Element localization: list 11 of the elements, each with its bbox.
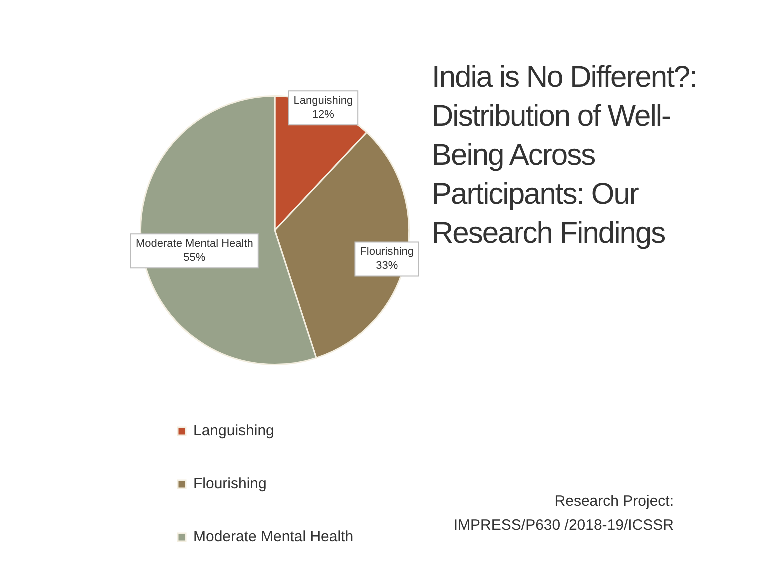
slice-label: Moderate Mental Health [136, 238, 254, 250]
data-label: 55% [184, 252, 206, 264]
legend-label: Languishing [194, 422, 274, 440]
slice-label: Flourishing [360, 246, 414, 258]
data-label: 33% [376, 260, 398, 272]
data-label: 12% [312, 109, 335, 122]
slice-label: Languishing [294, 95, 354, 108]
text: Research Project: IMPRESS/P630 /2018-19/ICSSR [454, 492, 674, 536]
legend-label: Flourishing [194, 476, 267, 493]
legend-label: Moderate Mental Health [194, 528, 354, 546]
text: India is No Different?: Distribution of Well-Being Across Participants: Our Research Findings [432, 60, 698, 252]
